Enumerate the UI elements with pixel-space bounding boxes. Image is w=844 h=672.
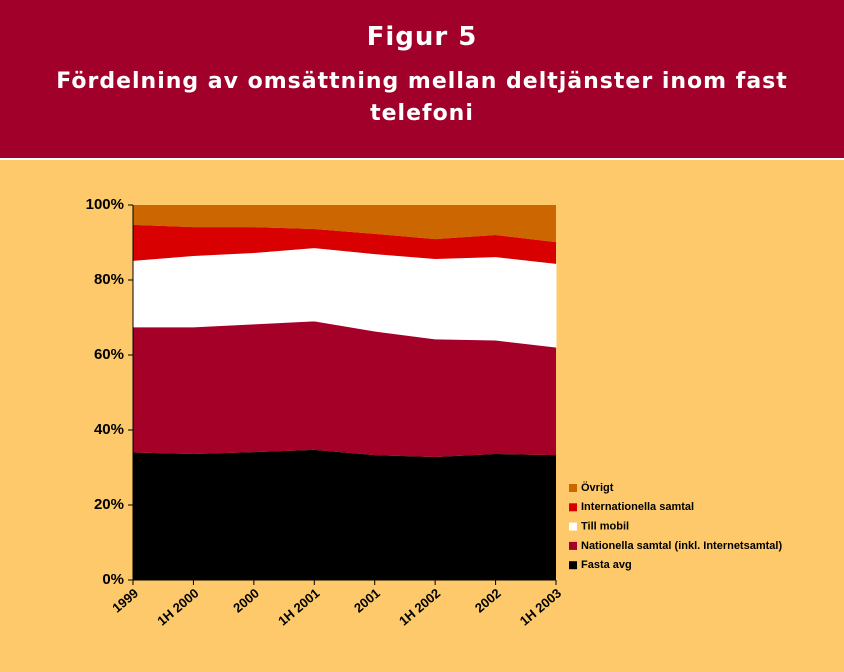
x-tick-label: 1H 2002 — [396, 585, 443, 628]
legend-label: Fasta avg — [581, 559, 632, 571]
legend-swatch — [569, 503, 577, 512]
x-tick-label: 2002 — [472, 585, 504, 615]
area — [133, 320, 556, 457]
y-tick-label: 40% — [94, 421, 124, 438]
x-tick-label: 1H 2003 — [517, 585, 564, 628]
y-tick-label: 0% — [102, 571, 124, 588]
x-tick-label: 1H 2001 — [275, 585, 322, 628]
x-tick-label: 2000 — [230, 585, 262, 615]
area — [133, 224, 556, 264]
x-tick-label: 1999 — [109, 585, 141, 615]
legend-swatch — [569, 522, 577, 531]
y-tick-label: 60% — [94, 346, 124, 363]
area — [133, 205, 556, 243]
y-tick-label: 100% — [86, 196, 124, 213]
legend-label: Övrigt — [581, 481, 614, 494]
legend-label: Nationella samtal (inkl. Internetsamtal) — [581, 540, 782, 552]
legend-swatch — [569, 561, 577, 570]
area — [132, 247, 557, 348]
area — [133, 449, 556, 580]
header: Figur 5 Fördelning av omsättning mellan … — [0, 0, 844, 160]
x-tick-label: 1H 2000 — [154, 585, 201, 628]
legend-swatch — [569, 541, 577, 550]
legend-label: Internationella samtal — [581, 501, 694, 513]
y-tick-label: 20% — [94, 496, 124, 513]
legend-label: Till mobil — [581, 521, 629, 533]
y-tick-label: 80% — [94, 271, 124, 288]
legend-swatch — [569, 484, 577, 492]
x-tick-label: 2001 — [351, 585, 383, 615]
chart-subtitle: Fördelning av omsättning mellan deltjäns… — [56, 69, 788, 126]
chart-title: Figur 5 — [366, 22, 478, 52]
